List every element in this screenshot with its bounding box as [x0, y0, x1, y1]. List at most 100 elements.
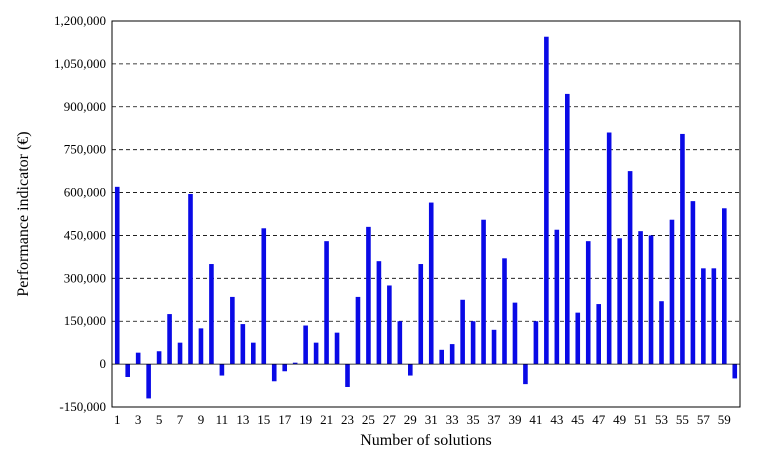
bar-solution-56 [690, 201, 696, 365]
bar-solution-42 [544, 36, 549, 365]
x-axis-title: Number of solutions [360, 432, 492, 449]
x-tick-label: 7 [177, 412, 184, 427]
bars [114, 36, 738, 399]
bar-solution-52 [648, 235, 654, 365]
bar-solution-3 [135, 352, 141, 365]
y-axis-title: Performance indicator (€) [15, 131, 32, 296]
y-tick-label: 300,000 [64, 270, 106, 285]
bar-solution-16 [271, 364, 277, 382]
gridlines [112, 63, 740, 322]
x-tick-label: 49 [613, 412, 626, 427]
bar-solution-12 [230, 296, 235, 365]
bar-solution-19 [303, 325, 308, 365]
bar-solution-13 [240, 324, 246, 365]
x-tick-label: 9 [198, 412, 205, 427]
y-tick-label: 900,000 [64, 99, 106, 114]
x-tick-label: 25 [362, 412, 375, 427]
x-tick-label: 41 [529, 412, 542, 427]
bar-solution-45 [575, 312, 581, 365]
bar-solution-43 [554, 229, 560, 365]
bar-solution-31 [428, 202, 434, 365]
bar-solution-39 [512, 302, 518, 365]
bar-solution-46 [585, 241, 591, 365]
y-axis-ticks: -150,000 0 150,000 300,000 450,000 600,000 750… [54, 13, 106, 414]
plot-frame [111, 20, 741, 408]
bar-solution-1 [114, 186, 120, 365]
x-tick-label: 59 [718, 412, 731, 427]
x-tick-label: 33 [446, 412, 459, 427]
bar-solution-48 [606, 132, 612, 365]
bar-solution-50 [627, 171, 633, 365]
x-tick-label: 5 [156, 412, 163, 427]
x-tick-label: 23 [341, 412, 354, 427]
bar-solution-60 [732, 364, 738, 379]
bar-solution-32 [439, 349, 444, 365]
bar-solution-22 [334, 332, 340, 365]
x-tick-label: 47 [592, 412, 606, 427]
x-tick-label: 19 [299, 412, 312, 427]
bar-solution-14 [251, 342, 256, 365]
bar-solution-25 [366, 226, 371, 365]
bar-solution-24 [355, 296, 361, 365]
bar-solution-23 [345, 364, 350, 387]
x-tick-label: 45 [571, 412, 584, 427]
bar-solution-8 [188, 193, 193, 365]
bar-solution-6 [167, 314, 172, 365]
x-tick-label: 37 [488, 412, 502, 427]
bar-solution-58 [711, 268, 717, 365]
bar-solution-30 [418, 264, 424, 365]
x-tick-label: 51 [634, 412, 647, 427]
x-axis-ticks: 1 3 5 7 9 11 13 15 17 19 21 23 25 27 29 31 33 35 37 39 41 43 4… [114, 412, 731, 427]
x-tick-label: 11 [216, 412, 229, 427]
bar-solution-44 [565, 93, 570, 365]
x-tick-label: 17 [278, 412, 292, 427]
bar-solution-28 [397, 321, 403, 365]
bar-solution-18 [292, 362, 298, 365]
bar-solution-20 [313, 342, 319, 365]
x-tick-label: 1 [114, 412, 121, 427]
bar-solution-38 [502, 258, 507, 365]
bar-solution-29 [408, 364, 413, 376]
bar-solution-35 [470, 321, 476, 365]
bar-solution-7 [177, 342, 183, 365]
bar-solution-2 [125, 364, 130, 377]
bar-solution-53 [659, 301, 664, 365]
y-tick-label: 1,050,000 [54, 56, 106, 71]
x-tick-label: 55 [676, 412, 689, 427]
bar-solution-37 [491, 329, 497, 365]
bar-solution-36 [481, 219, 486, 365]
bar-solution-59 [722, 208, 727, 365]
x-tick-label: 43 [550, 412, 563, 427]
x-tick-label: 21 [320, 412, 333, 427]
x-tick-label: 57 [697, 412, 711, 427]
bar-solution-55 [680, 133, 685, 365]
bar-solution-4 [146, 364, 151, 399]
y-tick-label: -150,000 [59, 399, 106, 414]
y-tick-label: 1,200,000 [54, 13, 106, 28]
bar-solution-11 [219, 364, 225, 376]
x-tick-label: 39 [508, 412, 521, 427]
bar-solution-5 [156, 351, 162, 365]
x-tick-label: 35 [467, 412, 480, 427]
x-tick-label: 13 [236, 412, 249, 427]
bar-solution-9 [198, 328, 204, 365]
bar-solution-34 [460, 299, 465, 365]
bar-solution-10 [209, 264, 214, 365]
x-tick-label: 29 [404, 412, 417, 427]
y-tick-label: 750,000 [64, 142, 106, 157]
bar-solution-57 [701, 268, 706, 365]
bar-solution-47 [596, 304, 601, 365]
y-tick-label: 450,000 [64, 227, 106, 242]
x-tick-label: 31 [425, 412, 438, 427]
bar-solution-27 [387, 285, 392, 365]
bar-solution-51 [638, 231, 643, 365]
x-tick-label: 53 [655, 412, 668, 427]
bar-solution-33 [449, 344, 455, 365]
bar-solution-26 [376, 261, 382, 365]
bar-solution-21 [324, 241, 329, 365]
x-tick-label: 27 [383, 412, 397, 427]
bar-solution-40 [523, 364, 528, 385]
bar-solution-17 [282, 364, 287, 372]
x-tick-label: 3 [135, 412, 142, 427]
